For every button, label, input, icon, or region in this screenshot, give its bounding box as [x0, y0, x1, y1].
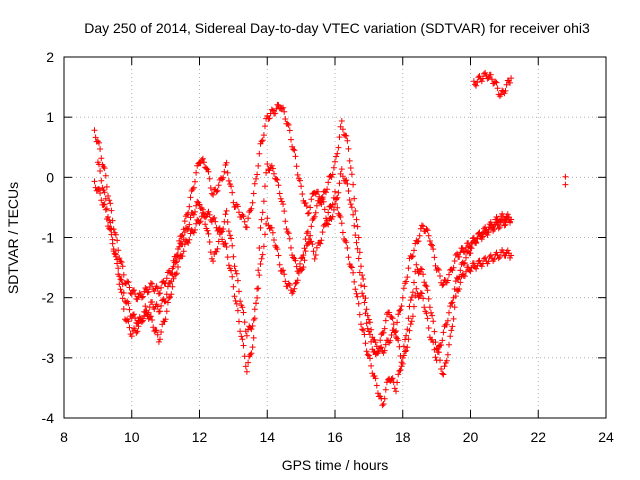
y-tick-label: 1 — [46, 109, 54, 125]
data-points — [91, 69, 569, 409]
y-tick-label: -2 — [42, 290, 55, 306]
data-point-markers — [94, 159, 515, 375]
y-tick-label: 2 — [46, 49, 54, 65]
x-tick-label: 20 — [463, 429, 479, 445]
data-point-markers — [470, 69, 515, 100]
data-point-markers — [562, 173, 569, 188]
series-E — [562, 173, 569, 188]
series-D — [470, 69, 515, 100]
plot-frame — [63, 56, 607, 419]
y-tick-label: -1 — [42, 230, 55, 246]
x-tick-label: 10 — [124, 429, 140, 445]
x-tick-label: 14 — [259, 429, 275, 445]
x-axis-label: GPS time / hours — [282, 457, 389, 473]
y-tick-label: -3 — [42, 350, 55, 366]
y-tick-label: -4 — [42, 410, 55, 426]
x-tick-label: 8 — [60, 429, 68, 445]
x-tick-label: 18 — [395, 429, 411, 445]
x-tick-label: 22 — [530, 429, 546, 445]
y-axis-label: SDTVAR / TECUs — [5, 182, 21, 294]
y-tick-label: 0 — [46, 169, 54, 185]
x-tick-label: 24 — [598, 429, 614, 445]
chart-title: Day 250 of 2014, Sidereal Day-to-day VTE… — [84, 20, 590, 36]
x-tick-label: 16 — [327, 429, 343, 445]
series-C — [94, 159, 515, 375]
x-tick-label: 12 — [192, 429, 208, 445]
